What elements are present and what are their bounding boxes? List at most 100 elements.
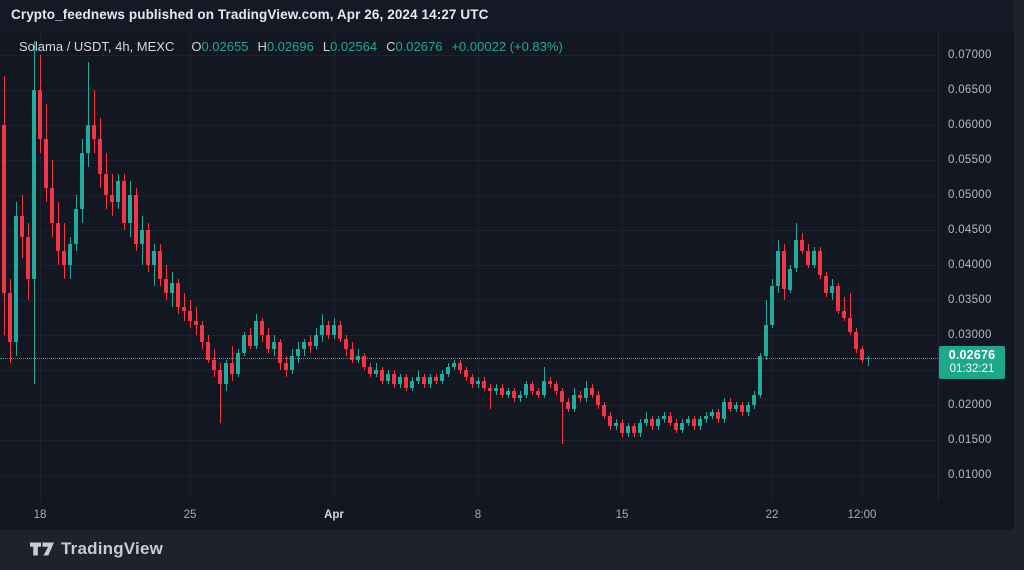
candle-body bbox=[710, 412, 714, 416]
price-tick-label: 0.05000 bbox=[948, 188, 992, 201]
candle-body bbox=[416, 377, 420, 381]
candle-body bbox=[566, 401, 570, 409]
time-tick-label: 12:00 bbox=[847, 509, 877, 521]
candle-body bbox=[410, 380, 414, 388]
candle-body bbox=[92, 124, 96, 139]
candle-body bbox=[380, 370, 384, 381]
candle-wick bbox=[849, 293, 851, 335]
time-tick-label: 22 bbox=[765, 509, 779, 521]
candle-body bbox=[476, 380, 480, 384]
hgrid-line bbox=[0, 89, 938, 91]
candle-body bbox=[614, 422, 618, 426]
candle-body bbox=[722, 401, 726, 419]
candle-body bbox=[362, 356, 366, 367]
candle-body bbox=[182, 307, 186, 311]
time-tick-label: 18 bbox=[33, 509, 47, 521]
candle-body bbox=[134, 194, 138, 244]
candle-body bbox=[50, 187, 54, 223]
candle-body bbox=[230, 363, 234, 374]
candle-body bbox=[698, 419, 702, 426]
last-price-value: 0.02676 bbox=[948, 347, 996, 362]
price-tick-label: 0.03000 bbox=[948, 329, 992, 341]
candle-body bbox=[326, 324, 330, 335]
tradingview-logo[interactable]: TradingView bbox=[30, 539, 163, 559]
candle-body bbox=[764, 324, 768, 356]
time-axis[interactable]: 18 25 Apr 8 15 22 12:00 bbox=[0, 500, 1014, 530]
candle-body bbox=[110, 194, 114, 202]
candle-body bbox=[14, 215, 18, 342]
hgrid-line bbox=[0, 475, 938, 476]
candle-body bbox=[584, 387, 588, 398]
candle-body bbox=[740, 405, 744, 412]
candle-wick bbox=[93, 89, 95, 153]
candle-body bbox=[848, 317, 852, 332]
candle-body bbox=[548, 380, 552, 384]
candle-body bbox=[488, 387, 492, 391]
attribution-text: Crypto_feednews published on TradingView… bbox=[11, 7, 489, 22]
candle-body bbox=[68, 243, 72, 265]
legend-ohlc: O0.02655 H0.02696 L0.02564 C0.02676 bbox=[182, 39, 442, 54]
tradingview-wordmark: TradingView bbox=[61, 539, 164, 558]
price-tick-label: 0.04500 bbox=[948, 223, 992, 236]
panel-right-margin bbox=[1014, 0, 1024, 530]
candle-body bbox=[644, 419, 648, 423]
candle-body bbox=[656, 419, 660, 426]
candle-body bbox=[578, 394, 582, 398]
candle-body bbox=[542, 380, 546, 395]
candle-body bbox=[608, 415, 612, 426]
candle-body bbox=[374, 370, 378, 374]
vgrid-line bbox=[478, 30, 479, 500]
candle-body bbox=[338, 324, 342, 339]
candle-body bbox=[674, 422, 678, 430]
price-tick-label: 0.07000 bbox=[948, 48, 992, 61]
price-axis[interactable]: 0.07000 0.06500 0.06000 0.05500 0.05000 0.045… bbox=[939, 30, 1014, 500]
candle-body bbox=[716, 412, 720, 419]
ohlc-item: O0.02655 bbox=[191, 39, 249, 54]
candle-body bbox=[596, 394, 600, 405]
symbol-title[interactable]: Solama / USDT, 4h, MEXC bbox=[19, 39, 175, 54]
hgrid-line bbox=[0, 300, 938, 301]
candle-body bbox=[824, 275, 828, 293]
price-pane[interactable]: Solama / USDT, 4h, MEXC O0.02655 H0.02696 L… bbox=[0, 30, 939, 501]
candle-body bbox=[266, 335, 270, 349]
candle-body bbox=[188, 310, 192, 321]
price-tick-label: 0.06500 bbox=[948, 83, 992, 96]
candle-wick bbox=[153, 243, 155, 286]
candle-body bbox=[176, 282, 180, 307]
candle-body bbox=[800, 240, 804, 251]
candle-body bbox=[140, 229, 144, 244]
candle-body bbox=[818, 250, 822, 276]
candle-body bbox=[620, 422, 624, 433]
candle-body bbox=[20, 215, 24, 237]
candle-body bbox=[392, 373, 396, 384]
candle-body bbox=[836, 286, 840, 311]
candle-body bbox=[806, 250, 810, 265]
candle-body bbox=[404, 377, 408, 388]
candle-body bbox=[116, 180, 120, 202]
candle-body bbox=[290, 356, 294, 370]
candle-body bbox=[236, 352, 240, 374]
candle-body bbox=[692, 419, 696, 426]
candle-body bbox=[746, 405, 750, 412]
hgrid-line bbox=[0, 54, 938, 56]
candle-body bbox=[62, 250, 66, 265]
candle-body bbox=[56, 222, 60, 251]
candle-body bbox=[74, 208, 78, 244]
candle-body bbox=[200, 324, 204, 342]
candle-body bbox=[218, 370, 222, 384]
candle-wick bbox=[87, 61, 89, 167]
price-tick-label: 0.02000 bbox=[948, 399, 992, 411]
candle-body bbox=[308, 342, 312, 346]
symbol-legend: Solama / USDT, 4h, MEXC O0.02655 H0.02696 L… bbox=[19, 39, 563, 54]
vgrid-line bbox=[862, 30, 863, 500]
candle-body bbox=[560, 391, 564, 402]
candle-body bbox=[122, 180, 126, 223]
candle-body bbox=[458, 363, 462, 370]
candle-body bbox=[512, 391, 516, 398]
vgrid-line bbox=[334, 30, 335, 500]
candle-body bbox=[38, 89, 42, 139]
price-tick-label: 0.01500 bbox=[948, 434, 992, 446]
candle-body bbox=[536, 391, 540, 395]
tradingview-logo-icon bbox=[30, 542, 54, 556]
candle-body bbox=[470, 377, 474, 384]
